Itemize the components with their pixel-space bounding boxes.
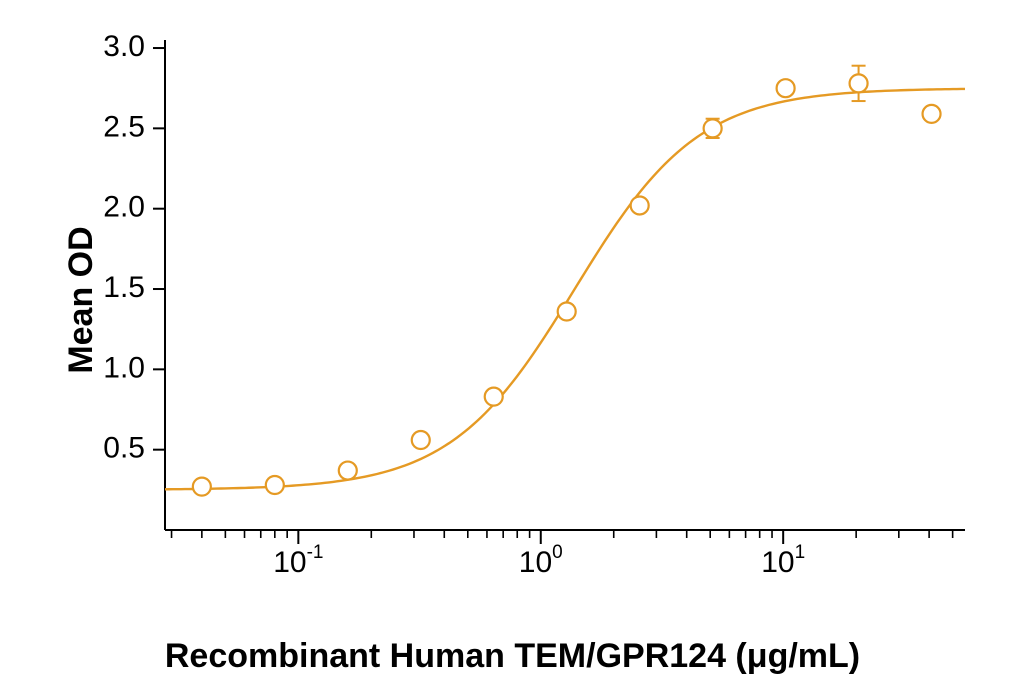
y-tick-label: 0.5 [103,432,145,465]
data-point [339,462,357,480]
y-tick-label: 1.5 [103,271,145,304]
fit-curve [165,89,965,489]
y-tick-label: 3.0 [103,30,145,63]
y-tick-label: 2.5 [103,110,145,143]
data-point [777,79,795,97]
x-axis-label-mu: μ [747,637,768,675]
data-point [485,388,503,406]
x-tick-label: 100 [519,542,563,579]
dose-response-chart: Mean OD 0.5 1.0 1.5 2.0 2.5 3.0 10-1 100 101 Rec… [0,0,1025,684]
y-tick-label: 2.0 [103,191,145,224]
x-axis-label-suffix: g/mL) [768,637,861,675]
data-point [412,431,430,449]
data-point [193,478,211,496]
data-point [704,119,722,137]
data-point [631,196,649,214]
data-point [558,303,576,321]
chart-canvas: 0.5 1.0 1.5 2.0 2.5 3.0 10-1 100 101 [0,0,1025,610]
y-tick-label: 1.0 [103,351,145,384]
data-point [850,74,868,92]
x-axis-label-prefix: Recombinant Human TEM/GPR124 ( [165,637,747,675]
data-point [923,105,941,123]
x-axis-label: Recombinant Human TEM/GPR124 (μg/mL) [0,637,1025,676]
x-tick-label: 101 [761,542,805,579]
y-axis-label: Mean OD [62,226,101,373]
x-tick-label: 10-1 [273,542,323,579]
data-point [266,476,284,494]
